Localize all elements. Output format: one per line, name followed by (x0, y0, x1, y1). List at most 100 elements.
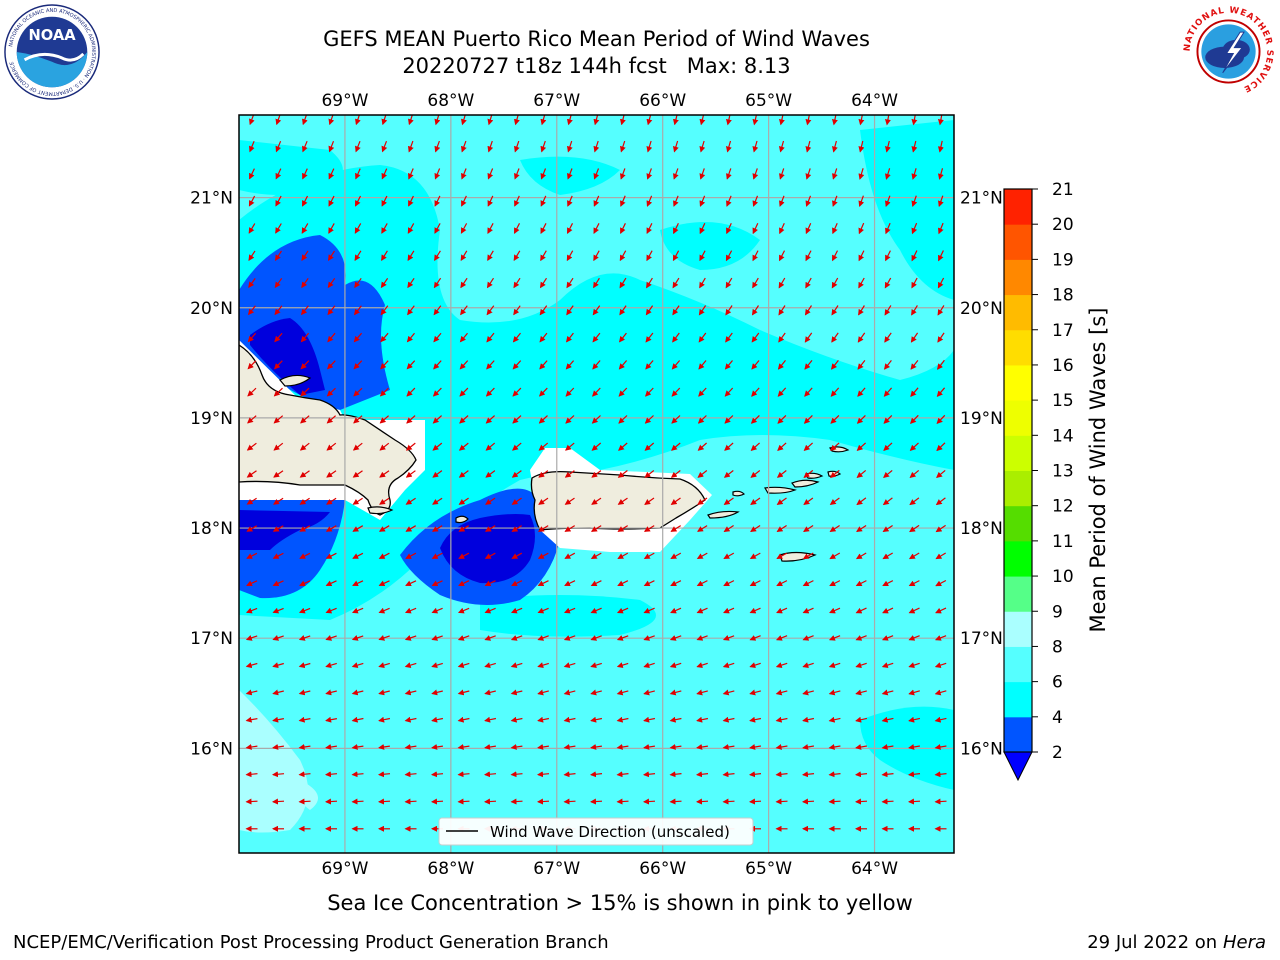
wind-arrow (723, 524, 734, 533)
wind-arrow (248, 223, 256, 234)
colorbar-segment (1004, 400, 1032, 436)
wind-arrow (247, 387, 257, 397)
wind-arrow (724, 415, 734, 424)
lat-labels-right: 21°N 20°N 19°N 18°N 17°N 16°N (960, 189, 1003, 760)
wind-arrow (378, 662, 390, 669)
wind-arrow (777, 387, 787, 397)
map-title: GEFS MEAN Puerto Rico Mean Period of Win… (323, 27, 870, 51)
colorbar-tick-label: 11 (1052, 532, 1074, 552)
wind-arrow (540, 140, 547, 153)
wind-arrow (802, 689, 814, 696)
wind-arrow (776, 524, 787, 533)
wind-arrow (325, 716, 338, 723)
wind-arrow (325, 635, 337, 641)
wind-arrow (325, 525, 337, 532)
wind-arrow (301, 277, 309, 289)
wind-arrow (671, 442, 681, 451)
wind-arrow (669, 798, 682, 805)
wind-arrow (564, 525, 576, 532)
wind-arrow (457, 771, 470, 778)
wind-arrow (431, 743, 443, 750)
wind-arrow (829, 524, 840, 533)
wind-arrow (514, 195, 520, 207)
colorbar-tick-label: 12 (1052, 497, 1074, 517)
wind-arrow (379, 442, 390, 451)
wind-arrow (272, 552, 284, 559)
lat-tick-label: 20°N (190, 299, 233, 319)
wind-arrow (354, 223, 362, 234)
wind-arrow (855, 662, 867, 668)
wind-arrow (380, 332, 389, 343)
wind-arrow (884, 168, 891, 180)
wind-arrow (643, 798, 656, 805)
wind-arrow (298, 662, 311, 669)
wind-arrow (778, 140, 785, 153)
wind-arrow (539, 360, 548, 370)
wind-arrow (646, 195, 653, 207)
wind-arrow (696, 771, 709, 778)
wind-arrow (593, 277, 600, 289)
wind-arrow (432, 387, 442, 397)
colorbar-tick-label: 18 (1052, 286, 1074, 306)
wind-arrow (484, 771, 497, 778)
lon-tick-label: 66°W (639, 859, 686, 879)
wind-arrow (407, 305, 415, 316)
wind-arrow (778, 332, 786, 343)
wind-arrow (775, 798, 788, 805)
land-vieques (707, 510, 740, 519)
wind-arrow (858, 195, 865, 208)
wind-arrow (777, 442, 787, 451)
wind-arrow (298, 607, 311, 614)
wind-arrow (937, 332, 945, 343)
wind-arrow (724, 360, 733, 370)
wind-arrow (487, 250, 494, 262)
lat-tick-label: 20°N (960, 299, 1003, 319)
wind-arrow (431, 552, 443, 559)
lat-tick-label: 17°N (960, 629, 1003, 649)
wind-arrow (832, 222, 838, 235)
wind-arrow (563, 662, 576, 669)
colorbar-segment (1004, 224, 1032, 260)
wind-arrow (351, 607, 364, 614)
wind-arrow (803, 524, 814, 533)
wind-arrow (460, 140, 467, 153)
wind-arrow (645, 305, 654, 316)
wind-arrow (247, 332, 257, 343)
lat-tick-label: 18°N (960, 519, 1003, 539)
land-culebra (732, 490, 746, 497)
wind-arrow (431, 635, 443, 641)
wind-arrow (831, 332, 839, 343)
wind-arrow (643, 525, 655, 532)
wind-arrow (300, 305, 309, 316)
wind-arrow (298, 689, 311, 696)
wind-arrow (592, 332, 601, 343)
wind-arrow (457, 716, 470, 723)
wind-arrow (593, 195, 600, 207)
lon-tick-label: 69°W (321, 91, 368, 111)
wind-arrow (908, 689, 920, 696)
wind-arrow (591, 415, 601, 424)
wind-arrow (775, 662, 788, 668)
wind-arrow (910, 414, 919, 425)
wind-arrow (883, 442, 893, 451)
wind-arrow (697, 470, 708, 478)
wind-arrow (513, 250, 521, 262)
wind-arrow (510, 716, 523, 723)
wind-arrow (911, 305, 918, 316)
wind-arrow (408, 168, 414, 180)
wind-arrow (351, 635, 364, 641)
wind-arrow (245, 689, 258, 696)
wind-arrow (722, 798, 735, 805)
wind-arrow (246, 580, 258, 587)
wind-arrow (459, 387, 469, 397)
wind-arrow (407, 140, 414, 153)
wind-arrow (273, 442, 284, 451)
wind-arrow (775, 635, 788, 641)
wind-arrow (404, 662, 417, 669)
wind-arrow (457, 743, 470, 750)
lat-tick-label: 21°N (190, 189, 233, 209)
wind-arrow (698, 305, 707, 316)
wind-arrow (566, 305, 574, 316)
wind-arrow (803, 469, 814, 479)
wind-arrow (327, 250, 336, 261)
